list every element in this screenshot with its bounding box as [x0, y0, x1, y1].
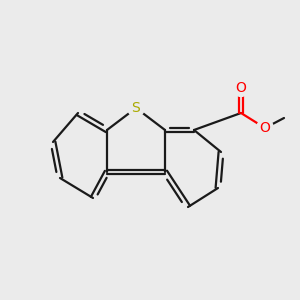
Circle shape — [232, 80, 249, 96]
Text: O: O — [260, 121, 270, 135]
Circle shape — [256, 120, 273, 136]
Text: O: O — [236, 81, 246, 95]
Circle shape — [128, 100, 144, 116]
Text: S: S — [132, 101, 140, 115]
